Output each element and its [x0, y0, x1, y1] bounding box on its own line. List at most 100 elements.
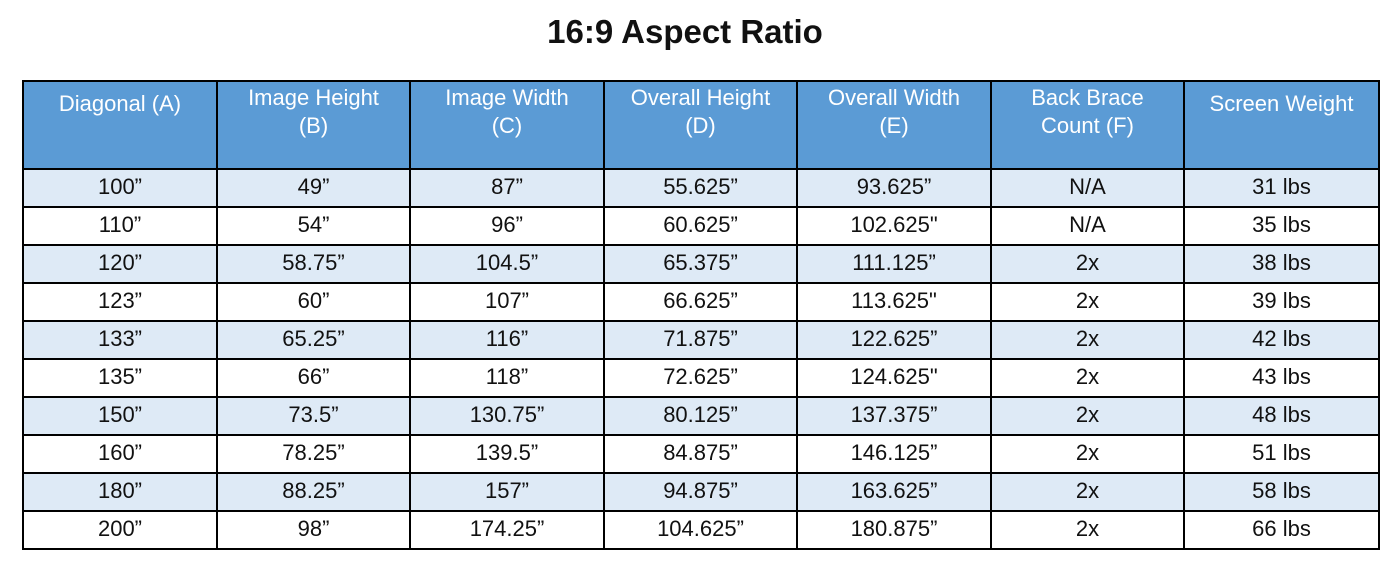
table-cell-diagonal: 110”: [22, 206, 218, 246]
table-cell-back-brace-count: N/A: [990, 168, 1185, 208]
table-cell-back-brace-count: N/A: [990, 206, 1185, 246]
table-row: 110” 54” 96” 60.625” 102.625" N/A 35 lbs: [22, 206, 1380, 246]
column-header-label: Image Width: [445, 85, 569, 110]
table-cell-back-brace-count: 2x: [990, 472, 1185, 512]
table-cell-overall-height: 84.875”: [603, 434, 798, 474]
column-header-label: Diagonal (A): [58, 91, 182, 116]
table-row: 135” 66” 118” 72.625” 124.625" 2x 43 lbs: [22, 358, 1380, 398]
table-cell-image-height: 73.5”: [216, 396, 411, 436]
table-cell-back-brace-count: 2x: [990, 396, 1185, 436]
table-cell-overall-height: 104.625”: [603, 510, 798, 550]
header-row: Diagonal (A) Image Height (B) Image Width (C…: [22, 80, 1380, 170]
table-cell-overall-width: 180.875”: [796, 510, 992, 550]
table-cell-screen-weight: 48 lbs: [1183, 396, 1380, 436]
table-cell-overall-width: 111.125”: [796, 244, 992, 284]
table-row: 120” 58.75” 104.5” 65.375” 111.125” 2x 38 lbs: [22, 244, 1380, 284]
table-cell-overall-height: 65.375”: [603, 244, 798, 284]
table-cell-image-height: 49”: [216, 168, 411, 208]
table-cell-image-height: 60”: [216, 282, 411, 322]
column-header-overall-width: Overall Width (E): [796, 80, 992, 170]
table-cell-image-height: 66”: [216, 358, 411, 398]
table-cell-diagonal: 135”: [22, 358, 218, 398]
table-cell-image-width: 130.75”: [409, 396, 605, 436]
table-cell-overall-height: 55.625”: [603, 168, 798, 208]
column-header-sublabel: (B): [298, 113, 329, 138]
table-cell-screen-weight: 31 lbs: [1183, 168, 1380, 208]
table-cell-back-brace-count: 2x: [990, 320, 1185, 360]
table-cell-back-brace-count: 2x: [990, 358, 1185, 398]
table-row: 100” 49” 87” 55.625” 93.625” N/A 31 lbs: [22, 168, 1380, 208]
table-cell-image-width: 87”: [409, 168, 605, 208]
table-body: 100” 49” 87” 55.625” 93.625” N/A 31 lbs 110” 54”…: [22, 168, 1380, 550]
column-header-label: Overall Height: [630, 85, 771, 110]
table-cell-diagonal: 160”: [22, 434, 218, 474]
table-cell-image-height: 88.25”: [216, 472, 411, 512]
table-cell-overall-width: 93.625”: [796, 168, 992, 208]
table-cell-image-width: 96”: [409, 206, 605, 246]
column-header-diagonal: Diagonal (A): [22, 80, 218, 170]
table-cell-image-width: 118”: [409, 358, 605, 398]
table-cell-back-brace-count: 2x: [990, 244, 1185, 284]
column-header-sublabel: (C): [491, 113, 523, 138]
table-cell-image-width: 104.5”: [409, 244, 605, 284]
column-header-back-brace-count: Back Brace Count (F): [990, 80, 1185, 170]
table-cell-diagonal: 100”: [22, 168, 218, 208]
table-cell-overall-height: 71.875”: [603, 320, 798, 360]
table-cell-overall-height: 66.625”: [603, 282, 798, 322]
table-cell-diagonal: 200”: [22, 510, 218, 550]
table-cell-image-width: 139.5”: [409, 434, 605, 474]
column-header-label: Image Height: [248, 85, 379, 110]
table-cell-overall-height: 94.875”: [603, 472, 798, 512]
table-cell-image-height: 58.75”: [216, 244, 411, 284]
table-cell-screen-weight: 42 lbs: [1183, 320, 1380, 360]
table-row: 160” 78.25” 139.5” 84.875” 146.125” 2x 51 lbs: [22, 434, 1380, 474]
table-cell-back-brace-count: 2x: [990, 434, 1185, 474]
table-cell-screen-weight: 66 lbs: [1183, 510, 1380, 550]
table-row: 133” 65.25” 116” 71.875” 122.625” 2x 42 lbs: [22, 320, 1380, 360]
table-row: 150” 73.5” 130.75” 80.125” 137.375” 2x 48 lbs: [22, 396, 1380, 436]
table-cell-overall-width: 122.625”: [796, 320, 992, 360]
column-header-overall-height: Overall Height (D): [603, 80, 798, 170]
table-cell-overall-height: 72.625”: [603, 358, 798, 398]
table-cell-screen-weight: 51 lbs: [1183, 434, 1380, 474]
page-title: 16:9 Aspect Ratio: [547, 13, 823, 50]
table-header: Diagonal (A) Image Height (B) Image Width (C…: [22, 80, 1380, 170]
table-cell-image-height: 65.25”: [216, 320, 411, 360]
column-header-sublabel: (D): [685, 113, 716, 138]
table-cell-back-brace-count: 2x: [990, 510, 1185, 550]
table-cell-overall-height: 60.625”: [603, 206, 798, 246]
table-cell-image-width: 157”: [409, 472, 605, 512]
aspect-ratio-table: Diagonal (A) Image Height (B) Image Width (C…: [22, 80, 1380, 550]
table-cell-screen-weight: 43 lbs: [1183, 358, 1380, 398]
table-cell-overall-height: 80.125”: [603, 396, 798, 436]
table-cell-image-height: 78.25”: [216, 434, 411, 474]
table-cell-image-width: 174.25”: [409, 510, 605, 550]
table-row: 200” 98” 174.25” 104.625” 180.875” 2x 66 lbs: [22, 510, 1380, 550]
table-cell-diagonal: 120”: [22, 244, 218, 284]
table-cell-diagonal: 180”: [22, 472, 218, 512]
table-row: 123” 60” 107” 66.625” 113.625" 2x 39 lbs: [22, 282, 1380, 322]
table-cell-overall-width: 102.625": [796, 206, 992, 246]
table-cell-image-height: 98”: [216, 510, 411, 550]
table-row: 180” 88.25” 157” 94.875” 163.625” 2x 58 lbs: [22, 472, 1380, 512]
table-cell-overall-width: 163.625”: [796, 472, 992, 512]
column-header-image-height: Image Height (B): [216, 80, 411, 170]
table-cell-image-width: 107”: [409, 282, 605, 322]
column-header-label: Back Brace: [1031, 85, 1144, 110]
column-header-label: Screen Weight: [1209, 91, 1354, 116]
table-cell-overall-width: 146.125”: [796, 434, 992, 474]
table-cell-image-height: 54”: [216, 206, 411, 246]
table-cell-back-brace-count: 2x: [990, 282, 1185, 322]
table-cell-image-width: 116”: [409, 320, 605, 360]
table-cell-diagonal: 123”: [22, 282, 218, 322]
column-header-image-width: Image Width (C): [409, 80, 605, 170]
column-header-screen-weight: Screen Weight: [1183, 80, 1380, 170]
table-cell-diagonal: 133”: [22, 320, 218, 360]
column-header-sublabel: Count (F): [1041, 113, 1134, 138]
table-cell-overall-width: 113.625": [796, 282, 992, 322]
table-cell-screen-weight: 35 lbs: [1183, 206, 1380, 246]
table-cell-screen-weight: 39 lbs: [1183, 282, 1380, 322]
column-header-label: Overall Width: [827, 85, 961, 110]
table-cell-overall-width: 124.625": [796, 358, 992, 398]
column-header-sublabel: (E): [879, 113, 909, 138]
